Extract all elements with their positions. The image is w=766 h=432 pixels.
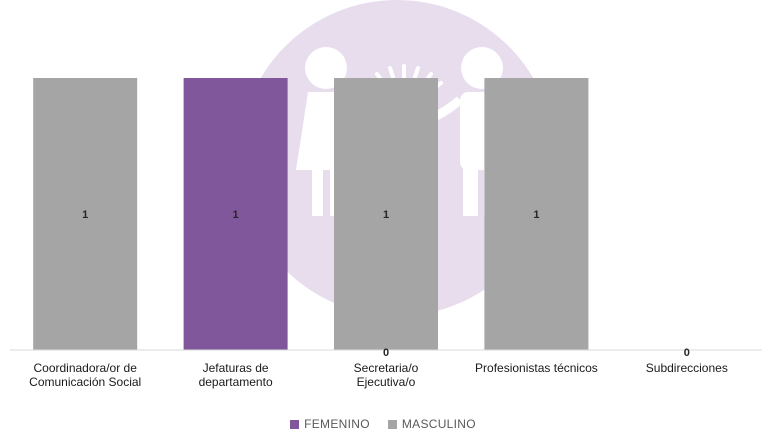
legend-item-masculino: MASCULINO xyxy=(387,417,476,431)
zero-label-4: 0 xyxy=(684,347,690,359)
data-label-1: 1 xyxy=(233,209,239,221)
category-label-1-1: departamento xyxy=(199,375,273,389)
category-label-2-1: Ejecutiva/o xyxy=(357,375,416,389)
category-label-4-0: Subdirecciones xyxy=(646,361,728,375)
legend: FEMENINO MASCULINO xyxy=(0,417,766,431)
category-label-1-0: Jefaturas de xyxy=(203,361,269,375)
legend-label-femenino: FEMENINO xyxy=(304,417,370,431)
category-label-2-0: Secretaria/o xyxy=(354,361,419,375)
legend-label-masculino: MASCULINO xyxy=(401,417,476,431)
category-label-0-1: Comunicación Social xyxy=(29,375,141,389)
category-label-3-0: Profesionistas técnicos xyxy=(475,361,598,375)
data-label-3: 1 xyxy=(533,209,539,221)
legend-item-femenino: FEMENINO xyxy=(290,417,370,431)
legend-swatch-femenino xyxy=(290,419,300,429)
bar-femenino-1 xyxy=(183,78,288,350)
category-label-0-0: Coordinadora/or de xyxy=(33,361,137,375)
bar-masculino-2 xyxy=(334,78,438,350)
zero-label-2: 0 xyxy=(383,347,389,359)
bar-masculino-3 xyxy=(484,78,589,350)
legend-swatch-masculino xyxy=(387,419,397,429)
bar-masculino-0 xyxy=(33,78,138,350)
data-label-0: 1 xyxy=(82,209,88,221)
data-label-2: 1 xyxy=(383,209,389,221)
